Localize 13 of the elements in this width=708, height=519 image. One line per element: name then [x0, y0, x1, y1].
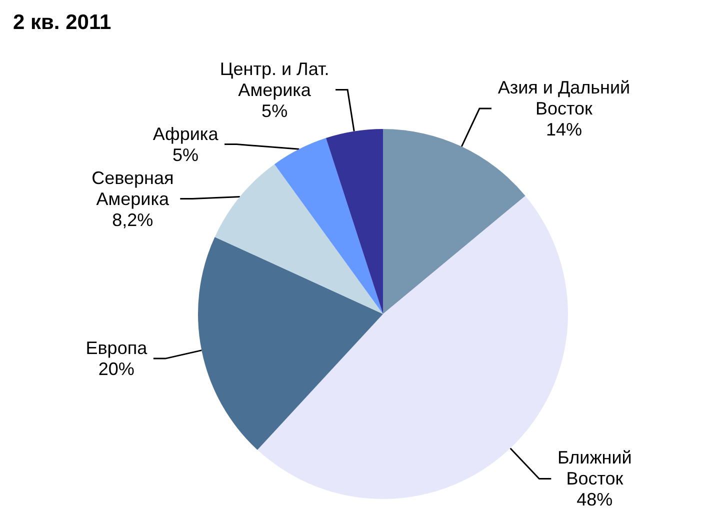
chart-title: 2 кв. 2011 — [13, 11, 112, 34]
slice-label: Центр. и Лат. Америка — [220, 58, 330, 100]
slice-label: Африка — [152, 124, 220, 144]
slice-label: Ближний Восток — [558, 448, 632, 489]
data-label: 5% — [172, 144, 199, 165]
data-label: 8,2% — [112, 210, 154, 230]
slice-label: Азия и Дальний Восток — [498, 78, 630, 119]
slice-label: Европа — [86, 338, 148, 358]
data-label: 20% — [98, 359, 134, 380]
data-label: 5% — [262, 100, 288, 121]
slice-label: Северная Америка — [92, 168, 174, 209]
data-label: 14% — [546, 120, 582, 140]
data-label: 48% — [576, 490, 613, 510]
